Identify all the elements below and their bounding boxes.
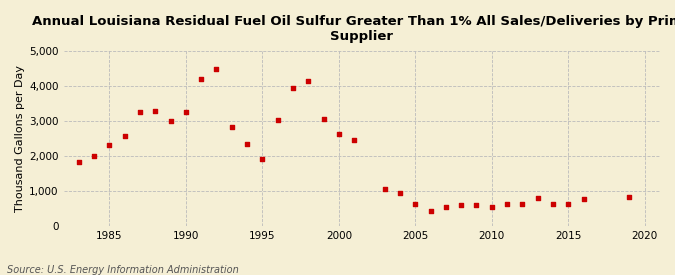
Point [272, 118, 283, 122]
Point [333, 131, 344, 136]
Point [74, 160, 84, 164]
Point [563, 202, 574, 207]
Point [165, 119, 176, 123]
Point [226, 124, 237, 129]
Point [487, 205, 497, 209]
Point [257, 156, 268, 161]
Point [196, 77, 207, 81]
Point [456, 203, 466, 207]
Point [425, 209, 436, 213]
Point [502, 202, 512, 206]
Point [303, 79, 314, 83]
Y-axis label: Thousand Gallons per Day: Thousand Gallons per Day [15, 65, 25, 212]
Point [471, 202, 482, 207]
Point [547, 201, 558, 206]
Point [150, 109, 161, 113]
Point [104, 143, 115, 148]
Point [410, 202, 421, 206]
Point [242, 142, 252, 146]
Point [211, 66, 222, 71]
Point [119, 133, 130, 138]
Text: Source: U.S. Energy Information Administration: Source: U.S. Energy Information Administ… [7, 265, 238, 275]
Point [288, 86, 298, 90]
Point [624, 195, 634, 199]
Point [441, 205, 452, 210]
Title: Annual Louisiana Residual Fuel Oil Sulfur Greater Than 1% All Sales/Deliveries b: Annual Louisiana Residual Fuel Oil Sulfu… [32, 15, 675, 43]
Point [379, 187, 390, 191]
Point [517, 202, 528, 207]
Point [533, 195, 543, 200]
Point [349, 137, 360, 142]
Point [134, 109, 145, 114]
Point [395, 191, 406, 195]
Point [180, 109, 191, 114]
Point [578, 197, 589, 202]
Point [318, 117, 329, 121]
Point [88, 154, 99, 158]
